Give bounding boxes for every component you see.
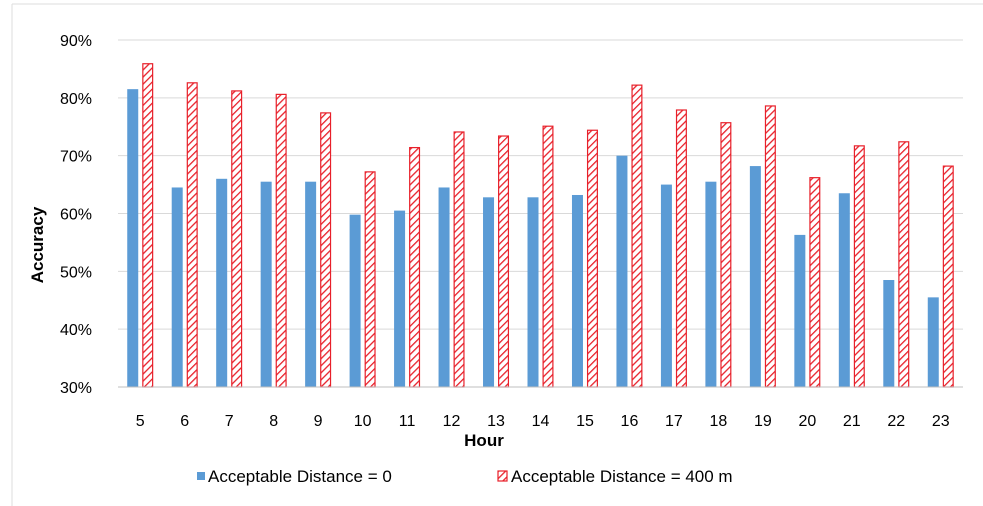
bar-distance-400: [720, 122, 732, 388]
x-tick-label: 23: [932, 413, 950, 430]
bar-distance-0: [527, 197, 539, 387]
x-tick-label: 17: [665, 413, 683, 430]
bar-distance-400: [853, 145, 865, 388]
bar-distance-0: [705, 181, 717, 387]
bar-distance-0: [794, 234, 806, 387]
x-axis-title: Hour: [464, 431, 504, 450]
x-tick-label: 9: [314, 413, 323, 430]
bar-distance-400: [898, 141, 910, 388]
bar-distance-0: [394, 210, 406, 387]
x-tick-label: 21: [843, 413, 861, 430]
x-tick-label: 7: [225, 413, 234, 430]
bar-distance-400: [675, 109, 687, 388]
bar-distance-400: [409, 146, 421, 388]
bar-distance-400: [631, 84, 643, 388]
x-tick-label: 5: [136, 413, 145, 430]
bar-distance-400: [231, 90, 243, 388]
x-tick-label: 12: [443, 413, 461, 430]
bar-distance-0: [749, 166, 761, 387]
bar-distance-0: [616, 155, 628, 387]
bar-distance-400: [186, 82, 198, 388]
legend-label-distance-0: Acceptable Distance = 0: [208, 467, 392, 486]
y-tick-label: 90%: [60, 33, 92, 50]
x-tick-label: 15: [576, 413, 594, 430]
bar-distance-400: [453, 131, 465, 388]
bar-distance-0: [216, 178, 228, 387]
gridlines: [118, 39, 963, 330]
bar-distance-400: [498, 135, 510, 388]
bar-distance-400: [942, 165, 954, 388]
bar-distance-400: [764, 105, 776, 388]
y-tick-label: 80%: [60, 91, 92, 108]
bar-distance-400: [809, 177, 821, 388]
bar-distance-400: [320, 112, 332, 388]
bar-distance-0: [883, 280, 895, 387]
legend: Acceptable Distance = 0 Acceptable Dista…: [197, 467, 733, 486]
y-tick-label: 30%: [60, 380, 92, 397]
x-tick-label: 16: [621, 413, 639, 430]
legend-label-distance-400: Acceptable Distance = 400 m: [511, 467, 733, 486]
bar-distance-0: [349, 214, 361, 387]
bar-distance-0: [260, 181, 272, 387]
x-tick-label: 8: [269, 413, 278, 430]
bar-distance-0: [127, 89, 139, 388]
bar-distance-400: [586, 129, 598, 388]
bar-distance-0: [171, 187, 183, 387]
y-axis-title: Accuracy: [28, 206, 47, 283]
x-tick-label: 6: [180, 413, 189, 430]
bar-distance-400: [364, 171, 376, 388]
bar-distance-0: [571, 194, 583, 387]
x-tick-label: 10: [354, 413, 372, 430]
x-tick-label: 19: [754, 413, 772, 430]
y-tick-label: 60%: [60, 207, 92, 224]
bar-distance-0: [438, 187, 450, 387]
bar-distance-400: [275, 93, 287, 388]
x-tick-label: 11: [399, 413, 416, 430]
x-tick-label: 13: [487, 413, 505, 430]
legend-swatch-distance-0: [197, 472, 205, 480]
bar-distance-0: [305, 181, 317, 387]
x-tick-label: 18: [709, 413, 727, 430]
y-axis-ticks: 30% 40% 50% 60% 70% 80% 90%: [60, 33, 92, 397]
bar-distance-0: [927, 297, 939, 387]
y-tick-label: 40%: [60, 322, 92, 339]
bar-distance-0: [838, 193, 850, 387]
bar-distance-400: [542, 125, 554, 388]
x-tick-label: 22: [887, 413, 905, 430]
bar-distance-0: [483, 197, 495, 387]
bar-distance-0: [660, 184, 672, 387]
bar-distance-400: [142, 63, 154, 388]
legend-swatch-distance-400: [497, 470, 508, 482]
y-tick-label: 50%: [60, 264, 92, 281]
y-tick-label: 70%: [60, 149, 92, 166]
x-tick-label: 14: [532, 413, 550, 430]
x-tick-label: 20: [798, 413, 816, 430]
x-axis-ticks: 5 6 7 8 9 10 11 12 13 14 15 16 17 18 19 20 21 22 23: [136, 413, 950, 430]
